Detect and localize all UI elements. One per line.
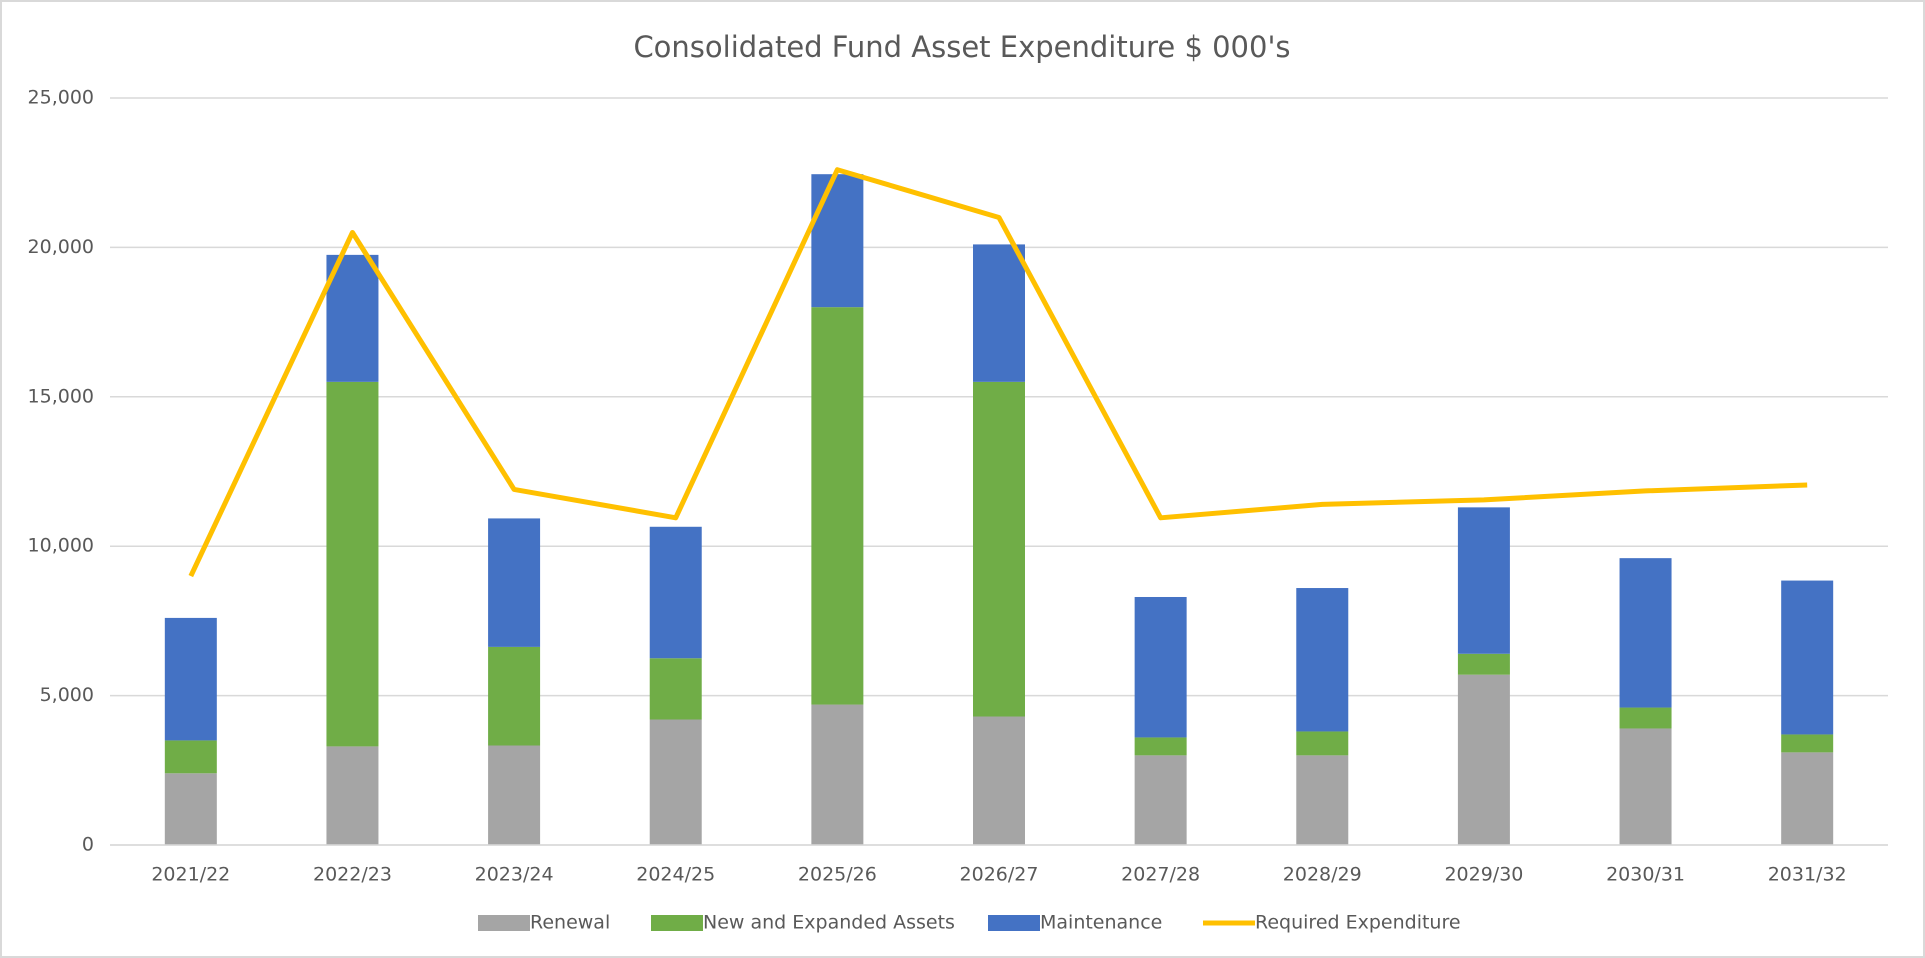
- bar: [164, 773, 217, 845]
- x-tick-label: 2027/28: [1121, 864, 1200, 886]
- line: [188, 167, 1808, 578]
- x-tick-label: 2026/27: [960, 864, 1039, 886]
- bar: [973, 244, 1025, 382]
- x-tick-label: 2025/26: [798, 864, 877, 886]
- chart-title: Consolidated Fund Asset Expenditure $ 00…: [633, 30, 1290, 64]
- x-tick-label: 2028/29: [1283, 864, 1362, 886]
- x-tick-label: 2024/25: [636, 864, 715, 886]
- y-tick-label: 5,000: [40, 684, 94, 706]
- y-tick-label: 0: [82, 834, 94, 856]
- bar: [811, 704, 864, 845]
- x-tick-label: 2022/23: [313, 864, 392, 886]
- y-tick-label: 25,000: [28, 87, 94, 109]
- bar: [1781, 734, 1834, 753]
- bar: [1296, 588, 1349, 732]
- x-tick-label: 2029/30: [1444, 864, 1523, 886]
- bar: [649, 658, 702, 720]
- bar: [326, 254, 379, 382]
- bar: [1781, 752, 1834, 845]
- legend-label: Required Expenditure: [1255, 912, 1461, 934]
- bar: [1134, 596, 1187, 738]
- bar: [1457, 674, 1510, 845]
- bar: [488, 745, 541, 845]
- bar: [811, 307, 864, 705]
- legend-swatch: [478, 915, 530, 931]
- bar: [1619, 728, 1672, 845]
- bar: [326, 746, 379, 845]
- x-tick-label: 2023/24: [475, 864, 554, 886]
- bar: [1296, 731, 1349, 756]
- legend-swatch: [988, 915, 1040, 931]
- y-tick-label: 10,000: [28, 535, 94, 557]
- bar: [1619, 558, 1672, 708]
- bar: [973, 381, 1025, 717]
- legend-label: Maintenance: [1040, 912, 1162, 934]
- bar: [811, 174, 864, 308]
- bar: [1619, 707, 1672, 729]
- bar: [1134, 737, 1187, 756]
- bar: [326, 381, 379, 747]
- bar: [1134, 755, 1187, 845]
- legend-label: Renewal: [530, 912, 610, 934]
- y-tick-label: 15,000: [28, 385, 94, 407]
- bar: [164, 617, 217, 741]
- legend-label: New and Expanded Assets: [703, 912, 955, 934]
- bar: [488, 646, 541, 746]
- bar: [1296, 755, 1349, 845]
- bar: [649, 719, 702, 845]
- y-tick-label: 20,000: [28, 236, 94, 258]
- x-tick-label: 2031/32: [1768, 864, 1847, 886]
- bar: [1781, 580, 1834, 735]
- bar: [488, 518, 541, 647]
- x-tick-label: 2021/22: [151, 864, 230, 886]
- bar: [164, 740, 217, 774]
- bar: [649, 526, 702, 659]
- x-tick-label: 2030/31: [1606, 864, 1685, 886]
- bar: [1457, 507, 1510, 654]
- bar: [973, 716, 1025, 845]
- legend-swatch: [651, 915, 703, 931]
- bar: [1457, 653, 1510, 675]
